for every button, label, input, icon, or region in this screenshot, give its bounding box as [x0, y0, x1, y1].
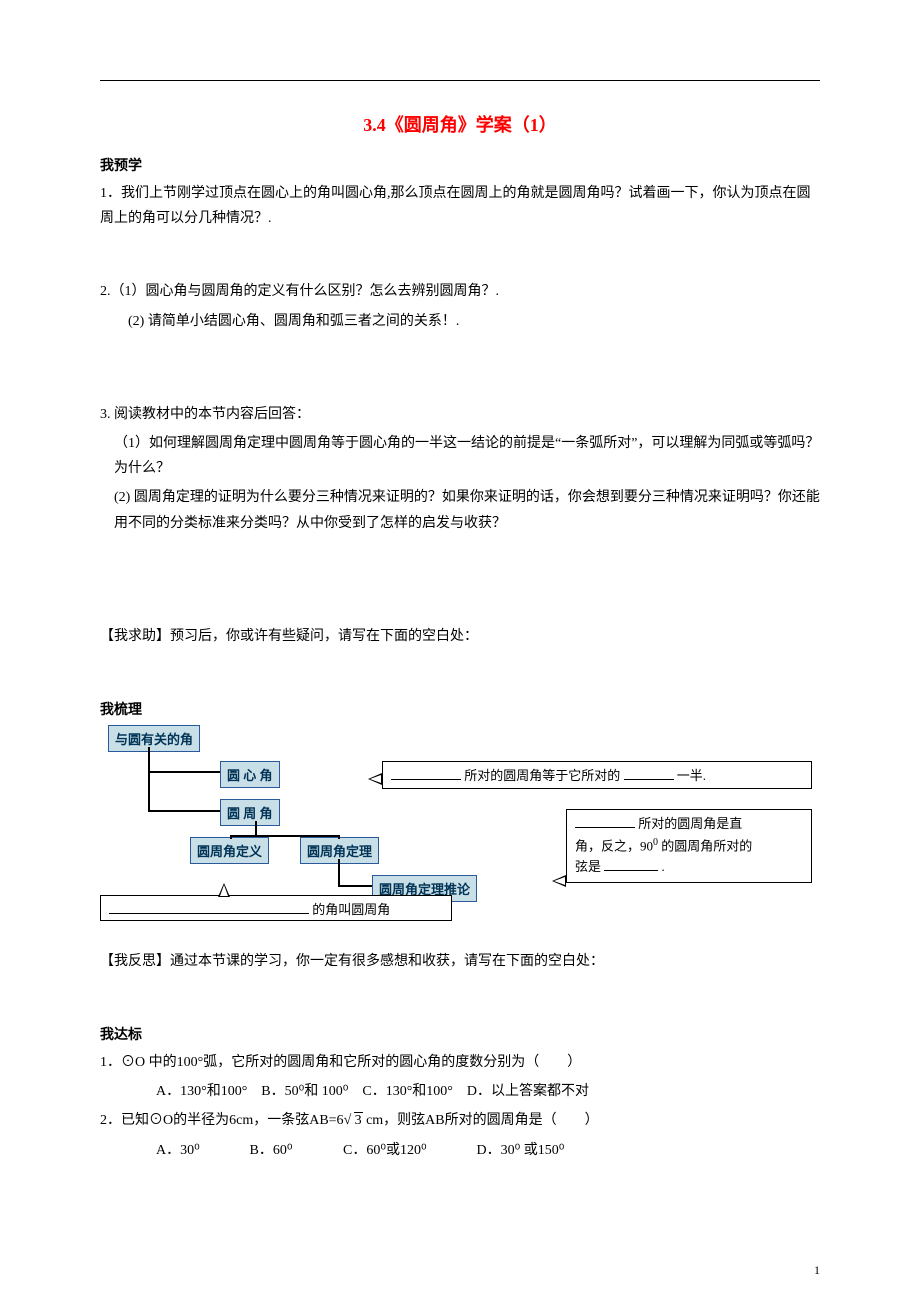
- edge: [148, 747, 150, 812]
- spacer: [100, 978, 820, 1018]
- q2b: (2) 请简单小结圆心角、圆周角和弧三者之间的关系！.: [100, 309, 820, 334]
- problem-1-options: A．130°和100° B．50⁰和 100⁰ C．130°和100° D．以上…: [100, 1079, 820, 1104]
- edge: [230, 835, 340, 837]
- edge: [148, 771, 220, 773]
- blank: [575, 814, 635, 828]
- callout-theorem-suffix: 一半.: [677, 768, 706, 783]
- blank: [109, 900, 309, 914]
- opt-c: C．60⁰或120⁰: [343, 1138, 473, 1163]
- callout-corollary-l3a: 弦是: [575, 859, 601, 874]
- opt-b: B．60⁰: [250, 1138, 340, 1163]
- opt-d: D．30⁰ 或150⁰: [477, 1138, 607, 1163]
- q3-2: (2) 圆周角定理的证明为什么要分三种情况来证明的？如果你来证明的话，你会想到要…: [100, 485, 820, 535]
- callout-corollary-l2a: 角，反之，90: [575, 838, 653, 853]
- callout-pointer: [218, 883, 230, 897]
- doc-title: 3.4《圆周角》学案（1）: [100, 111, 820, 137]
- callout-pointer: [552, 875, 566, 887]
- problem-2-options: A．30⁰ B．60⁰ C．60⁰或120⁰ D．30⁰ 或150⁰: [100, 1138, 820, 1163]
- spacer: [100, 235, 820, 275]
- edge: [338, 859, 340, 885]
- node-inscribed-angle: 圆 周 角: [220, 799, 280, 826]
- spacer: [100, 540, 820, 600]
- edge: [148, 810, 220, 812]
- problem-2-a: 2．已知⊙O的半径为6cm，一条弦AB=6: [100, 1113, 344, 1128]
- section-preview: 我预学: [100, 155, 820, 175]
- callout-corollary-l1: 所对的圆周角是直: [638, 816, 742, 831]
- problem-1: 1．⊙O 中的100°弧，它所对的圆周角和它所对的圆心角的度数分别为（ ）: [100, 1050, 820, 1075]
- edge: [230, 835, 232, 839]
- problem-2: 2．已知⊙O的半径为6cm，一条弦AB=63 cm，则弦AB所对的圆周角是（ ）: [100, 1108, 820, 1133]
- q3-1: （1）如何理解圆周角定理中圆周角等于圆心角的一半这一结论的前提是“一条弧所对”，…: [100, 431, 820, 481]
- spacer: [100, 653, 820, 693]
- blank: [391, 766, 461, 780]
- q1: 1．我们上节刚学过顶点在圆心上的角叫圆心角,那么顶点在圆周上的角就是圆周角吗？试…: [100, 181, 820, 231]
- callout-definition: 的角叫圆周角: [100, 895, 452, 921]
- callout-corollary: 所对的圆周角是直 角，反之，900 的圆周角所对的 弦是 .: [566, 809, 812, 883]
- q2a: 2.（1）圆心角与圆周角的定义有什么区别？怎么去辨别圆周角？.: [100, 279, 820, 304]
- callout-corollary-l2b: 的圆周角所对的: [661, 838, 752, 853]
- callout-definition-suffix: 的角叫圆周角: [312, 902, 390, 917]
- sqrt-3: 3: [344, 1108, 363, 1133]
- blank: [604, 857, 658, 871]
- page-number: 1: [814, 1263, 820, 1278]
- node-central-angle: 圆 心 角: [220, 761, 280, 788]
- concept-diagram: 与圆有关的角 圆 心 角 圆 周 角 圆周角定义 圆周角定理 圆周角定理推论 所…: [100, 725, 820, 945]
- section-standard: 我达标: [100, 1024, 820, 1044]
- help-line: 【我求助】预习后，你或许有些疑问，请写在下面的空白处：: [100, 624, 820, 649]
- opt-a: A．30⁰: [156, 1138, 246, 1163]
- spacer: [100, 600, 820, 620]
- callout-theorem-mid: 所对的圆周角等于它所对的: [464, 768, 620, 783]
- q3-lead: 3. 阅读教材中的本节内容后回答：: [100, 402, 820, 427]
- section-organize: 我梳理: [100, 699, 820, 719]
- edge: [338, 835, 340, 839]
- edge: [338, 885, 372, 887]
- problem-2-b: cm，则弦AB所对的圆周角是（ ）: [363, 1113, 599, 1128]
- node-definition: 圆周角定义: [190, 837, 269, 864]
- page: 3.4《圆周角》学案（1） 我预学 1．我们上节刚学过顶点在圆心上的角叫圆心角,…: [0, 0, 920, 1302]
- reflect-line: 【我反思】通过本节课的学习，你一定有很多感想和收获，请写在下面的空白处：: [100, 949, 820, 974]
- callout-pointer: [368, 773, 382, 785]
- blank: [624, 766, 674, 780]
- top-rule: [100, 80, 820, 81]
- deg-sup: 0: [653, 837, 658, 848]
- callout-theorem: 所对的圆周角等于它所对的 一半.: [382, 761, 812, 789]
- spacer: [100, 338, 820, 398]
- callout-corollary-l3b: .: [662, 859, 665, 874]
- node-root: 与圆有关的角: [108, 725, 200, 752]
